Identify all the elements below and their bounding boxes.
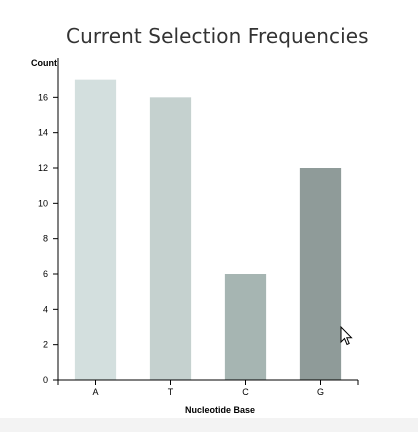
y-tick-label: 14 bbox=[38, 128, 48, 138]
bar-t bbox=[149, 97, 192, 380]
y-axis-label: Count bbox=[31, 58, 57, 68]
x-tick-label: G bbox=[317, 387, 324, 397]
y-tick-label: 8 bbox=[43, 234, 48, 244]
x-tick-label: A bbox=[92, 387, 98, 397]
y-tick-label: 10 bbox=[38, 198, 48, 208]
x-axis-label: Nucleotide Base bbox=[185, 405, 256, 415]
mouse-pointer-icon bbox=[340, 325, 354, 351]
x-tick-label: C bbox=[242, 387, 249, 397]
y-tick-label: 0 bbox=[43, 375, 48, 385]
x-tick-label: T bbox=[168, 387, 174, 397]
y-tick-label: 16 bbox=[38, 92, 48, 102]
bar-a bbox=[74, 79, 117, 381]
y-tick-label: 6 bbox=[43, 269, 48, 279]
bar-g bbox=[299, 168, 342, 380]
y-tick-label: 12 bbox=[38, 163, 48, 173]
chart-title: Current Selection Frequencies bbox=[66, 24, 369, 48]
y-tick-label: 2 bbox=[43, 340, 48, 350]
bar-c bbox=[224, 274, 267, 380]
y-tick-label: 4 bbox=[43, 304, 48, 314]
bottom-strip bbox=[0, 418, 418, 432]
